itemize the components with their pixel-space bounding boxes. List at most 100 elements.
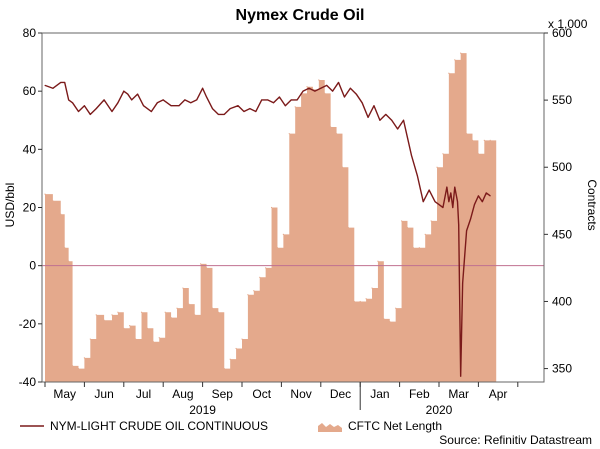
cftc-point: [129, 325, 131, 327]
cftc-point: [223, 367, 225, 370]
left-tick-label: 0: [29, 259, 36, 273]
year-label: 2020: [426, 403, 453, 417]
crude-oil-point: [481, 201, 483, 203]
crude-oil-point: [202, 87, 204, 89]
crude-oil-point: [391, 119, 393, 121]
crude-oil-point: [349, 87, 351, 89]
crude-oil-point: [397, 128, 399, 130]
cftc-point: [448, 72, 450, 74]
crude-oil-line-layer: [44, 81, 491, 377]
crude-oil-point: [184, 99, 186, 101]
crude-oil-point: [361, 102, 363, 104]
left-tick-label: -40: [19, 375, 37, 389]
month-label: Oct: [252, 387, 271, 401]
crude-oil-point: [117, 102, 119, 104]
crude-oil-point: [72, 102, 74, 104]
cftc-point: [347, 227, 349, 229]
right-axis-ticks: 350 400 450 500 550 600: [544, 26, 572, 376]
left-axis-title: USD/bbl: [3, 183, 17, 228]
cftc-point: [276, 247, 279, 249]
left-tick-label: 40: [23, 142, 37, 156]
crude-oil-point: [454, 186, 456, 188]
crude-oil-point: [320, 87, 322, 89]
right-axis-unit-label: x 1,000: [548, 17, 588, 31]
cftc-net-length-area: [45, 53, 497, 383]
cftc-point: [111, 314, 113, 316]
cftc-point: [170, 316, 172, 319]
cftc-point: [71, 365, 74, 367]
crude-oil-point: [267, 99, 269, 101]
cftc-point: [68, 260, 70, 262]
cftc-point: [471, 139, 474, 141]
left-tick-label: -20: [19, 317, 37, 331]
cftc-point: [359, 300, 361, 303]
left-tick-label: 80: [23, 26, 37, 40]
crude-oil-point: [278, 96, 280, 98]
cftc-point: [205, 267, 208, 269]
left-axis-ticks: -40 -20 0 20 40 60 80: [19, 26, 42, 389]
crude-oil-point: [462, 282, 464, 284]
cftc-point: [194, 314, 196, 316]
crude-oil-point: [44, 84, 46, 86]
crude-oil-point: [89, 113, 91, 115]
crude-oil-point: [477, 195, 479, 197]
crude-oil-point: [473, 204, 475, 206]
crude-oil-point: [290, 99, 292, 101]
crude-oil-point: [143, 105, 144, 107]
left-tick-label: 20: [23, 201, 37, 215]
year-label: 2019: [189, 403, 216, 417]
cftc-point: [229, 358, 231, 360]
cftc-point: [288, 133, 290, 135]
cftc-point: [176, 307, 178, 309]
cftc-point: [158, 337, 160, 339]
cftc-point: [477, 153, 479, 155]
cftc-point: [465, 133, 468, 135]
legend-label-cftc: CFTC Net Length: [348, 419, 442, 433]
cftc-point: [442, 153, 444, 155]
month-label: Jun: [94, 387, 113, 401]
crude-oil-point: [52, 87, 54, 89]
cftc-point: [270, 206, 273, 209]
cftc-point: [83, 357, 85, 359]
crude-oil-point: [302, 90, 304, 92]
cftc-point: [353, 300, 355, 303]
crude-oil-point: [466, 230, 468, 232]
cftc-point: [412, 247, 414, 249]
cftc-point: [52, 200, 54, 202]
crude-oil-point: [403, 119, 405, 121]
cftc-point: [259, 276, 261, 278]
cftc-point: [395, 307, 397, 309]
crude-oil-point: [60, 81, 62, 83]
cftc-point: [436, 166, 438, 168]
crude-oil-point: [438, 204, 440, 206]
month-label: Sep: [212, 387, 234, 401]
cftc-point: [135, 338, 137, 340]
crude-oil-point: [460, 375, 462, 377]
cftc-point: [371, 287, 373, 289]
month-label: Jul: [136, 387, 151, 401]
crude-oil-point: [206, 96, 208, 98]
crude-oil-point: [385, 113, 387, 115]
month-label: Feb: [409, 387, 430, 401]
cftc-point: [152, 341, 154, 343]
crude-oil-point: [249, 108, 251, 110]
cftc-point: [247, 294, 249, 296]
crude-oil-point: [434, 201, 436, 203]
cftc-point: [389, 320, 391, 323]
cftc-point: [164, 311, 166, 313]
source-note: Source: Refinitiv Datastream: [439, 433, 592, 447]
crude-oil-point: [355, 93, 357, 95]
right-tick-label: 400: [552, 294, 572, 308]
cftc-point: [454, 59, 456, 61]
crude-oil-point: [379, 119, 381, 121]
cftc-point: [330, 126, 332, 128]
cftc-point: [383, 318, 385, 320]
cftc-point: [146, 327, 149, 329]
crude-oil-point: [296, 99, 298, 101]
cftc-point: [89, 338, 91, 340]
cftc-point: [282, 233, 284, 235]
right-tick-label: 550: [552, 93, 572, 107]
crude-oil-point: [489, 195, 491, 197]
cftc-point: [235, 347, 237, 350]
